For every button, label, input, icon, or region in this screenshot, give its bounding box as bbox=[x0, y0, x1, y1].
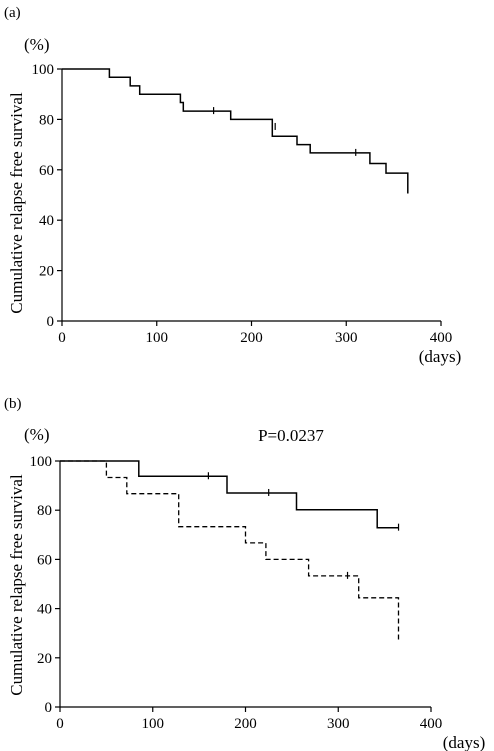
x-tick-label: 300 bbox=[327, 716, 350, 732]
x-tick-label: 100 bbox=[142, 716, 165, 732]
x-tick-label: 300 bbox=[335, 330, 358, 346]
panel-b-p-value: P=0.0237 bbox=[258, 426, 324, 445]
panel-a-axes: 0 20 40 60 80 100 0 100 200 300 400 bbox=[32, 62, 453, 346]
panel-b-y-axis-label: Cumulative relapse free survival bbox=[7, 474, 26, 696]
y-tick-label: 60 bbox=[39, 163, 54, 179]
y-tick-label: 40 bbox=[37, 602, 52, 618]
panel-a-label: (a) bbox=[4, 5, 21, 21]
x-tick-label: 400 bbox=[420, 716, 443, 732]
panel-b-x-unit: (days) bbox=[443, 733, 485, 751]
panel-a-plot-area bbox=[62, 68, 409, 194]
panel-b-y-unit: (%) bbox=[24, 425, 49, 444]
panel-b-label: (b) bbox=[4, 396, 22, 412]
panel-b-plot-area bbox=[60, 460, 400, 642]
panel-b-axes: 0 20 40 60 80 100 0 100 200 300 400 bbox=[30, 454, 443, 732]
y-tick-label: 100 bbox=[32, 62, 55, 78]
panel-a-y-unit: (%) bbox=[24, 35, 49, 54]
y-tick-label: 40 bbox=[39, 213, 54, 229]
x-tick-label: 400 bbox=[430, 330, 453, 346]
y-tick-label: 20 bbox=[39, 264, 54, 280]
y-tick-label: 100 bbox=[30, 454, 53, 470]
panel-a-x-unit: (days) bbox=[419, 347, 461, 366]
solid-survival-curve bbox=[62, 68, 409, 194]
x-tick-label: 200 bbox=[234, 716, 257, 732]
panel-a: (a) (%) Cumulative relapse free survival… bbox=[4, 5, 461, 366]
y-tick-label: 20 bbox=[37, 651, 52, 667]
x-tick-label: 0 bbox=[58, 330, 66, 346]
x-tick-label: 100 bbox=[146, 330, 169, 346]
y-tick-label: 60 bbox=[37, 552, 52, 568]
y-tick-label: 0 bbox=[47, 314, 55, 330]
x-tick-label: 200 bbox=[240, 330, 263, 346]
y-tick-label: 80 bbox=[39, 112, 54, 128]
y-tick-label: 0 bbox=[45, 700, 53, 716]
y-tick-label: 80 bbox=[37, 503, 52, 519]
panel-b: (b) (%) Cumulative relapse free survival… bbox=[4, 396, 485, 751]
dashed-survival-curve bbox=[60, 460, 400, 642]
panel-a-y-axis-label: Cumulative relapse free survival bbox=[7, 92, 26, 314]
x-tick-label: 0 bbox=[56, 716, 64, 732]
solid-survival-curve bbox=[60, 460, 399, 529]
